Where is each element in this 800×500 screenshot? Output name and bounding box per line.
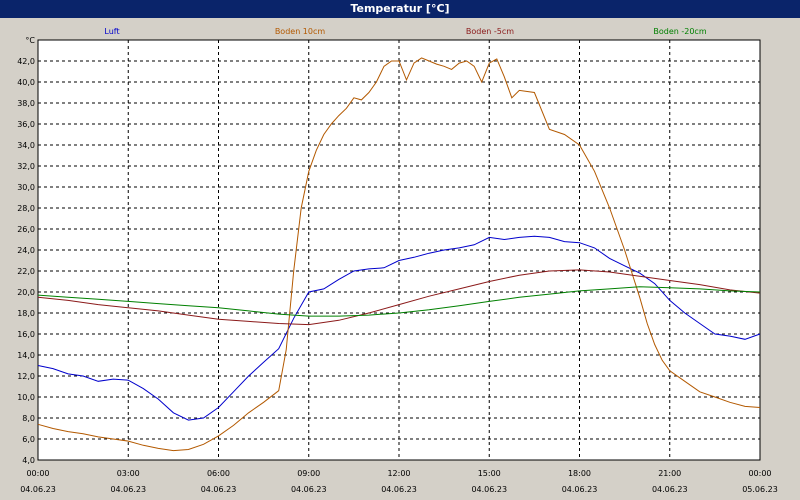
legend-entry-1: Boden 10cm — [275, 27, 326, 36]
x-tick-time: 00:00 — [26, 469, 49, 478]
y-tick-label: 4,0 — [22, 456, 35, 465]
axis-labels: 4,0 6,0 8,0 10,0 12,0 14,0 16,0 18,0 20,0 22,0 24,… — [17, 36, 778, 494]
x-tick-date: 05.06.23 — [742, 485, 778, 494]
series-line-1 — [37, 57, 761, 452]
y-tick-label: 26,0 — [17, 225, 35, 234]
y-tick-label: 14,0 — [17, 351, 35, 360]
series-line-2 — [37, 269, 761, 326]
y-tick-label: 28,0 — [17, 204, 35, 213]
y-axis-unit: °C — [25, 36, 35, 45]
y-tick-label: 32,0 — [17, 162, 35, 171]
y-tick-label: 22,0 — [17, 267, 35, 276]
series-layer — [37, 57, 761, 452]
x-tick-date: 04.06.23 — [562, 485, 598, 494]
y-tick-label: 6,0 — [22, 435, 35, 444]
y-tick-label: 30,0 — [17, 183, 35, 192]
grid — [38, 40, 760, 461]
y-tick-label: 10,0 — [17, 393, 35, 402]
x-tick-date: 04.06.23 — [201, 485, 237, 494]
x-tick-time: 09:00 — [297, 469, 320, 478]
chart-title: Temperatur [°C] — [0, 0, 800, 18]
y-tick-label: 42,0 — [17, 57, 35, 66]
legend-entry-2: Boden -5cm — [466, 27, 514, 36]
y-tick-label: 20,0 — [17, 288, 35, 297]
y-tick-label: 18,0 — [17, 309, 35, 318]
x-tick-time: 06:00 — [207, 469, 230, 478]
x-tick-date: 04.06.23 — [110, 485, 146, 494]
chart-area: 4,0 6,0 8,0 10,0 12,0 14,0 16,0 18,0 20,0 22,0 24,… — [17, 27, 778, 494]
y-tick-label: 12,0 — [17, 372, 35, 381]
series-line-0 — [37, 235, 761, 421]
x-tick-date: 04.06.23 — [652, 485, 688, 494]
y-tick-label: 40,0 — [17, 78, 35, 87]
x-tick-time: 00:00 — [748, 469, 771, 478]
y-tick-label: 8,0 — [22, 414, 35, 423]
y-tick-label: 16,0 — [17, 330, 35, 339]
x-tick-time: 03:00 — [117, 469, 140, 478]
y-tick-label: 36,0 — [17, 120, 35, 129]
y-tick-label: 24,0 — [17, 246, 35, 255]
x-tick-time: 18:00 — [568, 469, 591, 478]
x-tick-time: 12:00 — [387, 469, 410, 478]
x-tick-date: 04.06.23 — [20, 485, 56, 494]
x-tick-time: 15:00 — [478, 469, 501, 478]
legend-entry-3: Boden -20cm — [653, 27, 706, 36]
series-line-3 — [37, 286, 761, 317]
y-tick-label: 34,0 — [17, 141, 35, 150]
y-tick-label: 38,0 — [17, 99, 35, 108]
x-tick-date: 04.06.23 — [381, 485, 417, 494]
x-tick-date: 04.06.23 — [291, 485, 327, 494]
legend: Luft Boden 10cm Boden -5cm Boden -20cm — [104, 27, 706, 36]
x-tick-date: 04.06.23 — [471, 485, 507, 494]
legend-entry-0: Luft — [104, 27, 119, 36]
x-tick-time: 21:00 — [658, 469, 681, 478]
